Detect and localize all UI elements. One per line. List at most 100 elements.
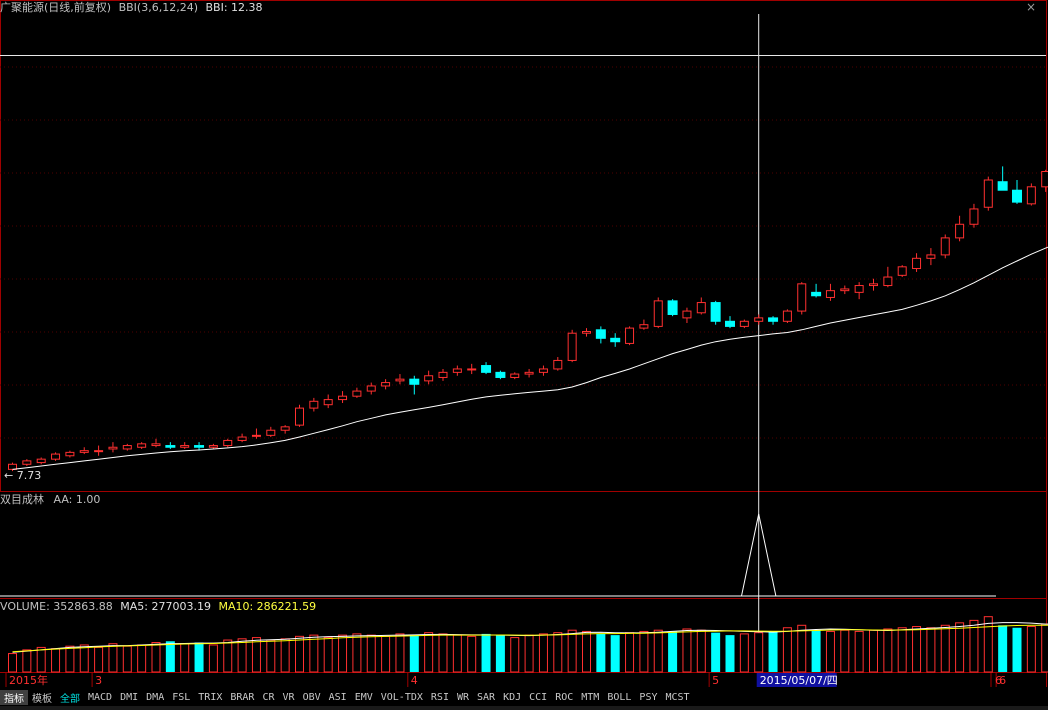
toolbar-item-20[interactable]: ROC bbox=[555, 691, 574, 703]
toolbar-item-4[interactable]: DMI bbox=[120, 691, 139, 703]
toolbar-item-1[interactable]: 模板 bbox=[32, 693, 52, 705]
candle-body-up bbox=[151, 443, 161, 447]
toolbar-item-0[interactable]: 指标 bbox=[0, 689, 28, 705]
candle-body-up bbox=[36, 458, 46, 464]
candle-body-up bbox=[352, 390, 362, 397]
indicator-toolbar: 指标 模板 全部 MACD DMI DMA FSL TRIX BRAR CR VR OBV ASI EMV… bbox=[0, 688, 1048, 706]
toolbar-item-22[interactable]: BOLL bbox=[607, 691, 632, 703]
toolbar-item-15[interactable]: RSI bbox=[430, 691, 449, 703]
toolbar-item-16[interactable]: WR bbox=[456, 691, 470, 703]
status-strip bbox=[0, 706, 1048, 710]
candle-body-up bbox=[122, 445, 132, 450]
candle-body-up bbox=[366, 385, 376, 392]
volume-bar-up bbox=[122, 645, 132, 673]
volume-bar-up bbox=[840, 629, 850, 673]
volume-bar-up bbox=[137, 644, 147, 673]
volume-bar-up bbox=[180, 643, 190, 673]
toolbar-item-21[interactable]: MTM bbox=[581, 691, 600, 703]
volume-bar-up bbox=[883, 628, 893, 673]
close-icon[interactable]: × bbox=[1025, 0, 1037, 14]
candle-body-up bbox=[682, 310, 692, 319]
bbi-line bbox=[12, 246, 1048, 470]
toolbar-item-9[interactable]: CR bbox=[262, 691, 275, 703]
candle-body-down bbox=[610, 337, 621, 343]
sub-indicator-value: AA: 1.00 bbox=[53, 493, 101, 506]
sub-indicator-header: 双目成林 AA: 1.00 bbox=[0, 493, 100, 506]
volume-bar-up bbox=[897, 627, 907, 673]
toolbar-item-6[interactable]: FSL bbox=[172, 691, 191, 703]
volume-bar-up bbox=[223, 639, 233, 673]
toolbar-item-11[interactable]: OBV bbox=[302, 691, 321, 703]
toolbar-item-18[interactable]: KDJ bbox=[503, 691, 522, 703]
candle-body-up bbox=[883, 276, 893, 287]
toolbar-item-13[interactable]: EMV bbox=[354, 691, 373, 703]
crosshair-date-box bbox=[756, 673, 837, 687]
volume-bar-up bbox=[797, 624, 807, 673]
candle-body-up bbox=[424, 375, 434, 382]
volume-bar-down bbox=[481, 633, 491, 672]
candle-body-up bbox=[137, 443, 147, 448]
volume-bar-up bbox=[251, 637, 261, 673]
volume-bar-down bbox=[998, 625, 1008, 672]
candle-body-down bbox=[667, 300, 678, 315]
candle-body-down bbox=[1012, 189, 1022, 203]
volume-bar-up bbox=[8, 653, 17, 673]
volume-bar-up bbox=[323, 637, 333, 673]
candle-body-down bbox=[710, 302, 721, 322]
volume-bar-up bbox=[553, 632, 563, 673]
candle-body-up bbox=[108, 446, 118, 450]
toolbar-item-2[interactable]: 全部 bbox=[60, 693, 80, 705]
volume-bar-up bbox=[739, 633, 749, 673]
toolbar-item-23[interactable]: PSY bbox=[639, 691, 658, 703]
candle-body-up bbox=[940, 237, 950, 256]
volume-bar-up bbox=[280, 638, 290, 673]
candle-body-up bbox=[754, 317, 764, 322]
volume-bar-up bbox=[538, 633, 548, 673]
candle-body-down bbox=[997, 181, 1008, 191]
candle-body-up bbox=[854, 285, 864, 293]
candle-body-down bbox=[495, 371, 506, 378]
toolbar-item-24[interactable]: MCST bbox=[665, 691, 690, 703]
toolbar-item-10[interactable]: VR bbox=[282, 691, 295, 703]
volume-bar-up bbox=[381, 635, 391, 673]
volume-bar-up bbox=[682, 628, 692, 673]
low-price-label: ← 7.73 bbox=[4, 469, 41, 482]
volume-bar-down bbox=[409, 635, 419, 672]
sub-indicator-name: 双目成林 bbox=[0, 493, 44, 506]
volume-bar-up bbox=[1026, 626, 1036, 673]
candle-body-up bbox=[22, 460, 32, 465]
volume-bar-down bbox=[811, 630, 821, 672]
candle-body-up bbox=[266, 429, 276, 436]
toolbar-item-3[interactable]: MACD bbox=[88, 691, 113, 703]
candle-body-up bbox=[180, 445, 190, 448]
volume-bar-up bbox=[438, 633, 448, 673]
candle-body-up bbox=[251, 434, 261, 437]
candle-body-up bbox=[94, 450, 104, 453]
candle-body-up bbox=[955, 223, 965, 239]
volume-bar-up bbox=[108, 643, 118, 673]
candle-body-up bbox=[825, 290, 835, 298]
candle-body-up bbox=[438, 371, 448, 378]
volume-bar-up bbox=[338, 634, 348, 673]
toolbar-item-12[interactable]: ASI bbox=[328, 691, 347, 703]
volume-bar-down bbox=[668, 631, 678, 672]
volume-bar-up bbox=[912, 626, 922, 673]
candle-body-down bbox=[194, 445, 205, 448]
volume-bar-up bbox=[94, 646, 104, 673]
candle-body-up bbox=[983, 179, 993, 208]
volume-bar-down bbox=[194, 642, 204, 672]
toolbar-item-17[interactable]: SAR bbox=[477, 691, 496, 703]
toolbar-item-19[interactable]: CCI bbox=[529, 691, 548, 703]
toolbar-item-8[interactable]: BRAR bbox=[230, 691, 255, 703]
candle-body-up bbox=[1026, 186, 1036, 205]
volume-ma10-line bbox=[12, 624, 1048, 653]
x-axis-label: 6 bbox=[999, 674, 1006, 687]
toolbar-item-14[interactable]: VOL-TDX bbox=[380, 691, 423, 703]
volume-bar-up bbox=[926, 627, 936, 673]
candle-body-up bbox=[65, 451, 75, 457]
toolbar-item-7[interactable]: TRIX bbox=[198, 691, 223, 703]
candle-body-up bbox=[625, 327, 635, 344]
toolbar-item-5[interactable]: DMA bbox=[146, 691, 165, 703]
volume-bar-up bbox=[625, 632, 635, 673]
volume-bar-down bbox=[610, 635, 620, 672]
